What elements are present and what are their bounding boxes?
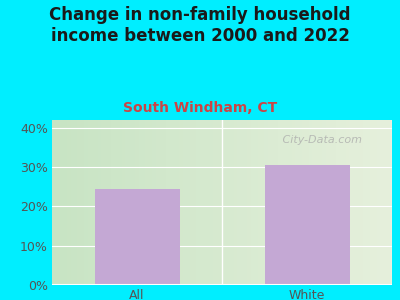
Bar — [94, 189, 180, 285]
Bar — [264, 165, 350, 285]
Text: City-Data.com: City-Data.com — [272, 135, 362, 145]
Text: South Windham, CT: South Windham, CT — [123, 100, 277, 115]
Text: Change in non-family household
income between 2000 and 2022: Change in non-family household income be… — [49, 6, 351, 45]
